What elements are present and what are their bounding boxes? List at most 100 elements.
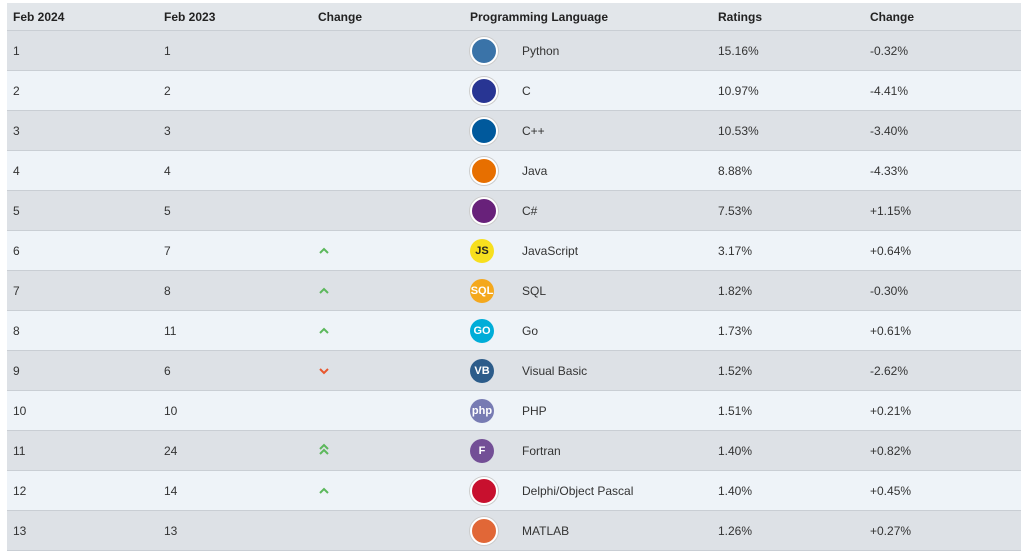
rating-value: 3.17% xyxy=(718,243,753,258)
csharp-icon xyxy=(470,196,498,225)
double-arrow-up-icon xyxy=(319,443,329,455)
table-row: 10 10 php PHP 1.51% +0.21% xyxy=(7,391,1021,431)
current-rank: 13 xyxy=(13,523,27,538)
table-row: 11 24 F Fortran 1.40% +0.82% xyxy=(7,431,1021,471)
rating-value: 1.73% xyxy=(718,323,753,338)
tiobe-index-table: Feb 2024 Feb 2023 Change Programming Lan… xyxy=(7,3,1021,551)
rating-value: 8.88% xyxy=(718,163,753,178)
rating-value: 1.82% xyxy=(718,283,753,298)
go-icon: GO xyxy=(470,318,494,343)
previous-rank: 10 xyxy=(164,403,178,418)
rating-value: 1.51% xyxy=(718,403,753,418)
rank-trend xyxy=(310,364,462,378)
current-rank: 10 xyxy=(13,403,27,418)
table-row: 6 7 JS JavaScript 3.17% +0.64% xyxy=(7,231,1021,271)
rating-change-value: -4.33% xyxy=(870,163,909,178)
previous-rank: 4 xyxy=(164,163,171,178)
language-name[interactable]: Python xyxy=(522,43,560,58)
current-rank: 1 xyxy=(13,43,20,58)
header-ratings[interactable]: Ratings xyxy=(718,9,763,24)
rating-value: 10.97% xyxy=(718,83,759,98)
language-name[interactable]: C xyxy=(522,83,531,98)
visual-basic-icon: VB xyxy=(470,358,494,383)
language-name[interactable]: Visual Basic xyxy=(522,363,588,378)
c-language-icon xyxy=(470,76,498,105)
table-row: 13 13 MATLAB 1.26% +0.27% xyxy=(7,511,1021,551)
language-name[interactable]: Java xyxy=(522,163,548,178)
current-rank: 4 xyxy=(13,163,20,178)
header-current-month[interactable]: Feb 2024 xyxy=(13,9,65,24)
table-row: 8 11 GO Go 1.73% +0.61% xyxy=(7,311,1021,351)
rank-trend xyxy=(310,484,462,498)
header-rating-change[interactable]: Change xyxy=(870,9,915,24)
current-rank: 2 xyxy=(13,83,20,98)
rating-value: 1.40% xyxy=(718,483,753,498)
previous-rank: 24 xyxy=(164,443,178,458)
language-name[interactable]: SQL xyxy=(522,283,547,298)
previous-rank: 8 xyxy=(164,283,171,298)
table-row: 12 14 Delphi/Object Pascal 1.40% +0.45% xyxy=(7,471,1021,511)
current-rank: 6 xyxy=(13,243,20,258)
previous-rank: 3 xyxy=(164,123,171,138)
language-name[interactable]: C# xyxy=(522,203,538,218)
rank-trend xyxy=(310,324,462,338)
previous-rank: 7 xyxy=(164,243,171,258)
rating-change-value: -0.30% xyxy=(870,283,909,298)
table-row: 2 2 C 10.97% -4.41% xyxy=(7,71,1021,111)
rating-change-value: +0.45% xyxy=(870,483,912,498)
arrow-down-icon xyxy=(319,367,329,374)
rating-value: 10.53% xyxy=(718,123,759,138)
table-row: 3 3 C++ 10.53% -3.40% xyxy=(7,111,1021,151)
arrow-up-icon xyxy=(319,487,329,494)
previous-rank: 11 xyxy=(164,323,177,338)
current-rank: 5 xyxy=(13,203,20,218)
table-row: 4 4 Java 8.88% -4.33% xyxy=(7,151,1021,191)
matlab-icon xyxy=(470,516,498,545)
header-language[interactable]: Programming Language xyxy=(470,9,609,24)
current-rank: 3 xyxy=(13,123,20,138)
arrow-up-icon xyxy=(319,327,329,334)
rank-trend xyxy=(310,284,462,298)
table-row: 7 8 SQL SQL 1.82% -0.30% xyxy=(7,271,1021,311)
delphi-icon xyxy=(470,476,498,505)
rating-change-value: -0.32% xyxy=(870,43,909,58)
header-rank-change[interactable]: Change xyxy=(318,9,363,24)
rating-change-value: -4.41% xyxy=(870,83,909,98)
language-name[interactable]: C++ xyxy=(522,123,545,138)
current-rank: 8 xyxy=(13,323,20,338)
table-row: 9 6 VB Visual Basic 1.52% -2.62% xyxy=(7,351,1021,391)
rating-change-value: +1.15% xyxy=(870,203,912,218)
language-name[interactable]: MATLAB xyxy=(522,523,570,538)
language-name[interactable]: Delphi/Object Pascal xyxy=(522,483,634,498)
rating-change-value: +0.21% xyxy=(870,403,912,418)
table-header: Feb 2024 Feb 2023 Change Programming Lan… xyxy=(7,3,1021,31)
table-row: 5 5 C# 7.53% +1.15% xyxy=(7,191,1021,231)
rating-value: 1.40% xyxy=(718,443,753,458)
language-name[interactable]: Go xyxy=(522,323,539,338)
javascript-icon: JS xyxy=(470,238,494,263)
rank-trend xyxy=(310,443,462,458)
cpp-icon xyxy=(470,116,498,145)
language-name[interactable]: Fortran xyxy=(522,443,561,458)
previous-rank: 5 xyxy=(164,203,171,218)
previous-rank: 13 xyxy=(164,523,178,538)
python-icon xyxy=(470,36,498,65)
rating-value: 7.53% xyxy=(718,203,753,218)
rating-change-value: -3.40% xyxy=(870,123,909,138)
rating-change-value: -2.62% xyxy=(870,363,909,378)
current-rank: 7 xyxy=(13,283,20,298)
arrow-up-icon xyxy=(319,247,329,254)
language-name[interactable]: JavaScript xyxy=(522,243,579,258)
sql-icon: SQL xyxy=(470,278,494,303)
rating-value: 1.52% xyxy=(718,363,753,378)
rating-value: 15.16% xyxy=(718,43,759,58)
rating-value: 1.26% xyxy=(718,523,753,538)
rating-change-value: +0.64% xyxy=(870,243,912,258)
java-icon xyxy=(470,156,498,185)
language-name[interactable]: PHP xyxy=(522,403,547,418)
previous-rank: 2 xyxy=(164,83,171,98)
table-body: 1 1 Python 15.16% -0.32% 2 2 C 10.97% -4.41% 3 3 C++… xyxy=(7,31,1021,551)
php-icon: php xyxy=(470,398,494,423)
table-row: 1 1 Python 15.16% -0.32% xyxy=(7,31,1021,71)
header-previous-month[interactable]: Feb 2023 xyxy=(164,9,216,24)
